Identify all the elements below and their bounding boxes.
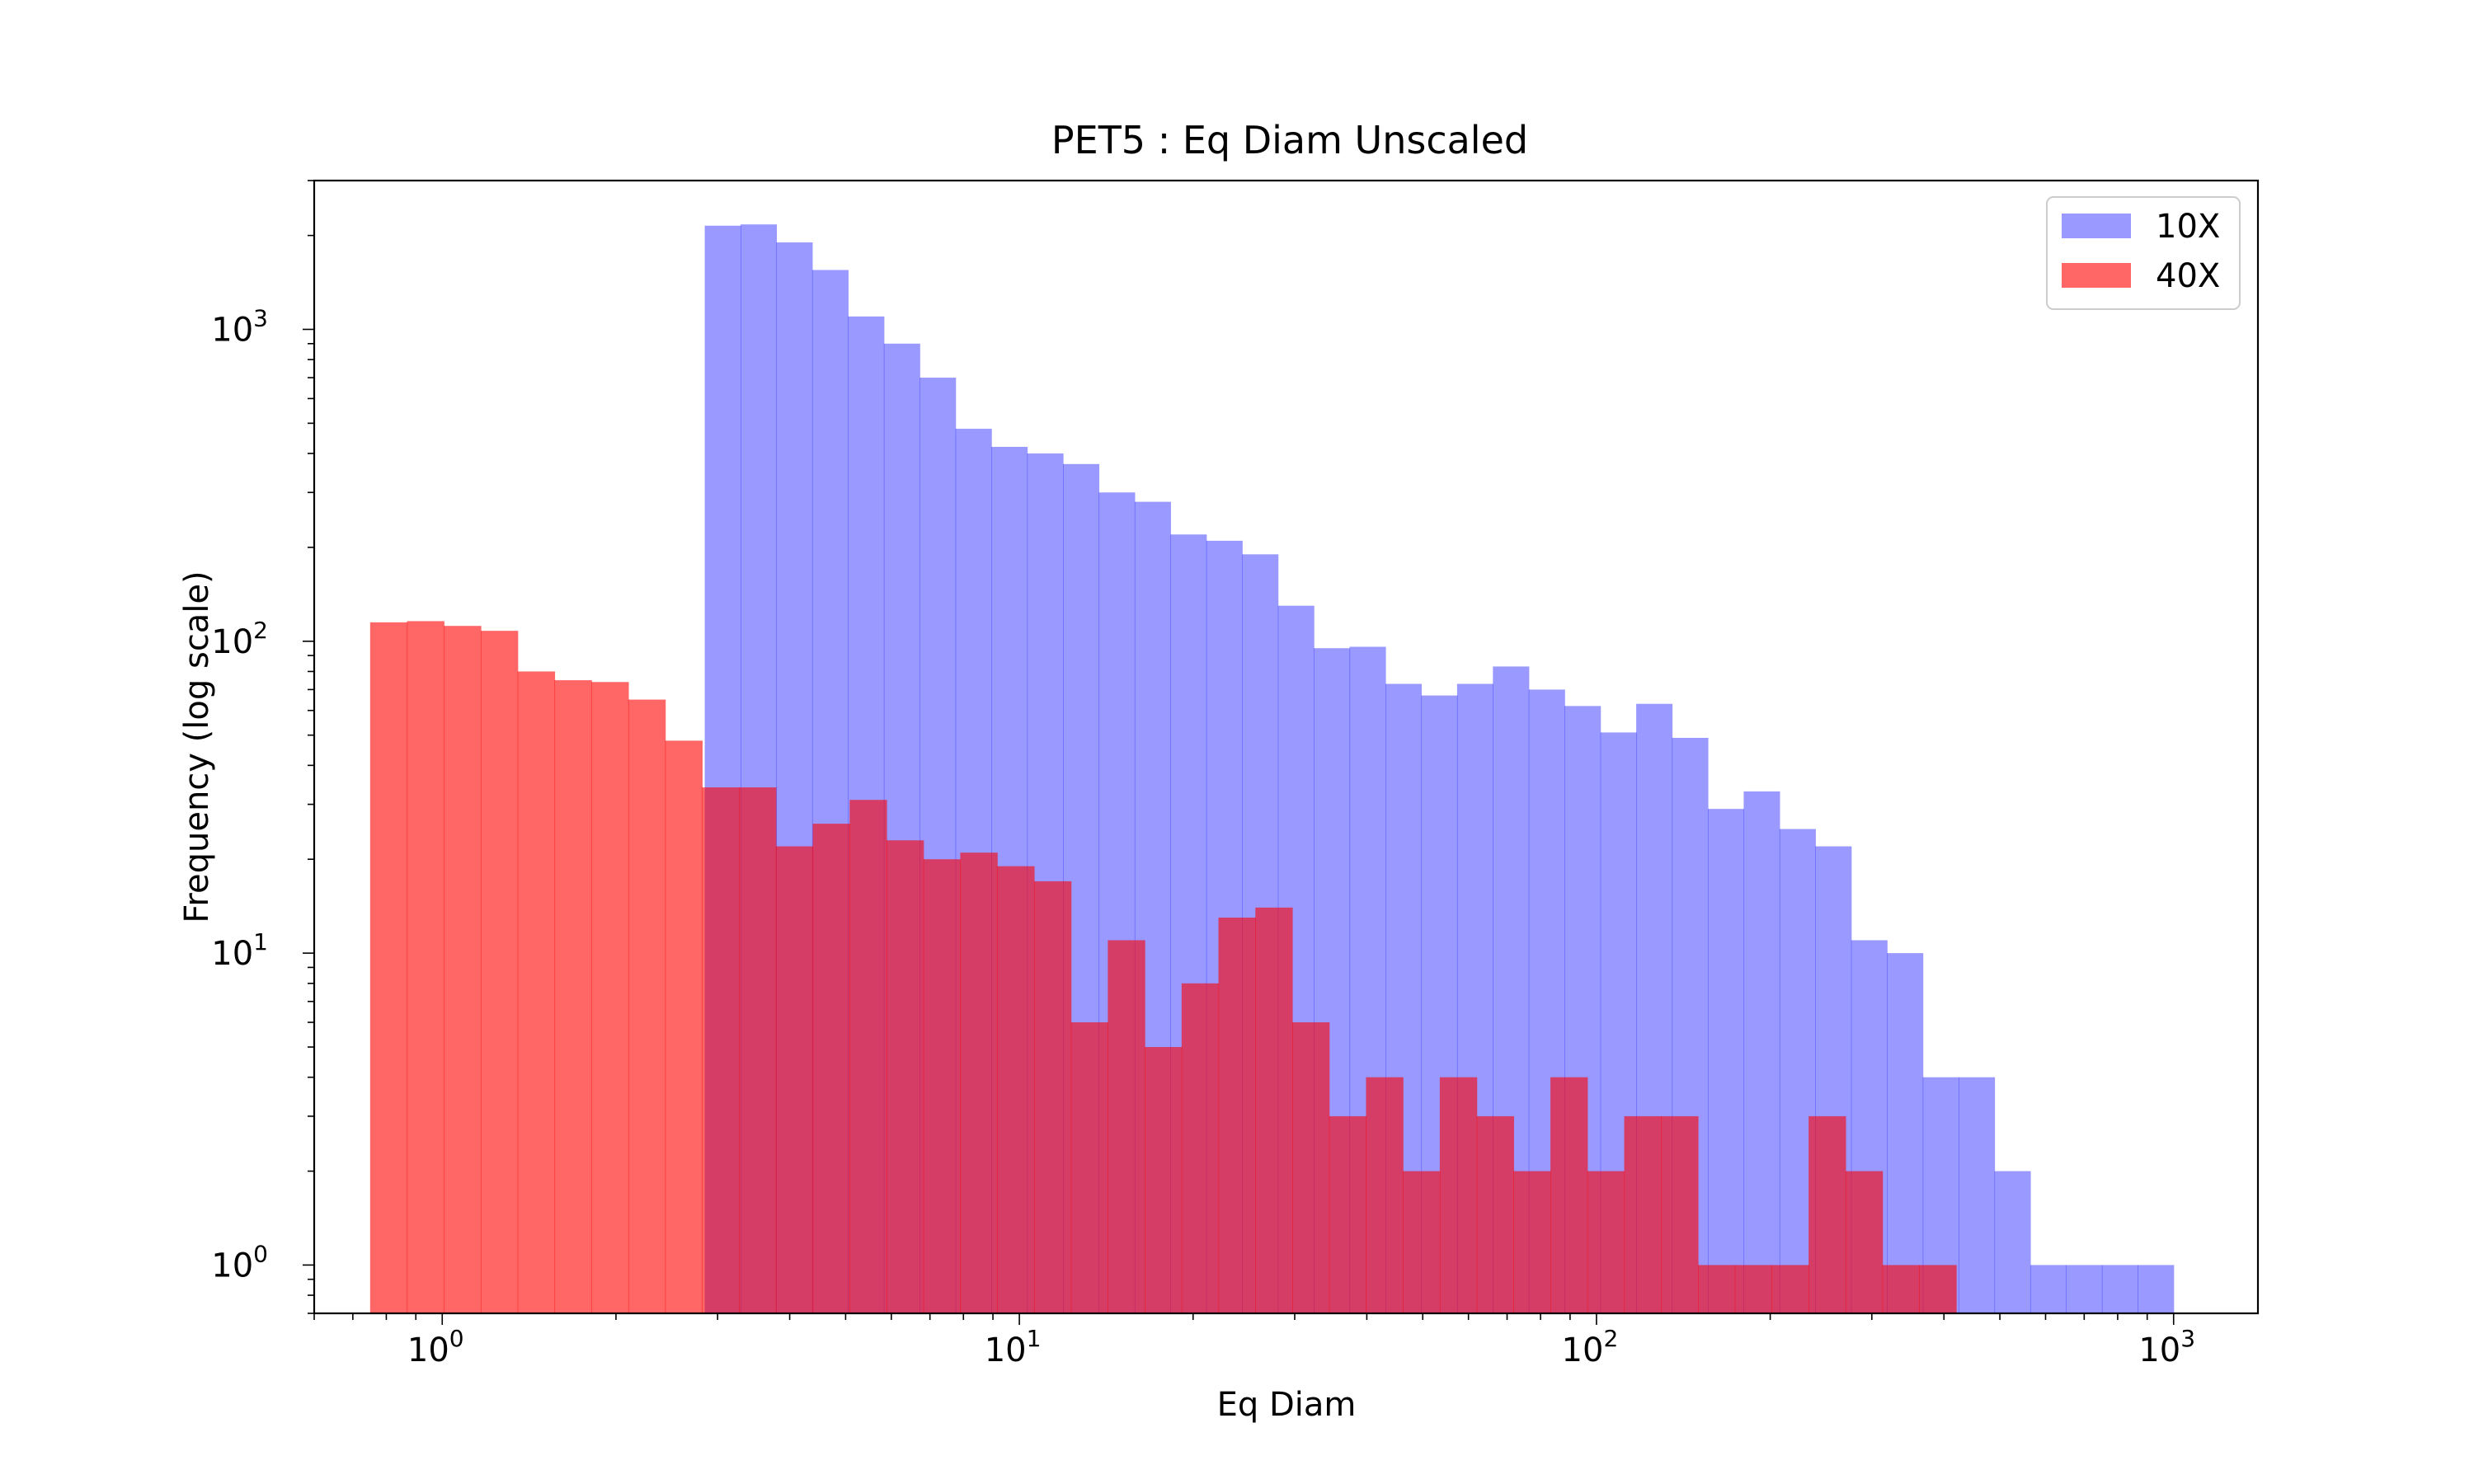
x-axis-ticks: 100 101 102 103: [313, 1313, 2195, 1369]
bar-40x-9: [702, 787, 740, 1313]
bar-10x-38: [2066, 1265, 2103, 1313]
bar-40x-10: [739, 787, 777, 1313]
y-axis-ticks: 100 101 102 103: [211, 180, 314, 1314]
bar-40x-8: [665, 740, 703, 1313]
bar-40x-25: [1291, 1022, 1330, 1313]
bar-40x-28: [1403, 1171, 1441, 1313]
bar-40x-12: [812, 824, 850, 1313]
chart-title: PET5 : Eq Diam Unscaled: [1051, 118, 1528, 162]
bar-40x-3: [481, 631, 519, 1313]
bar-40x-23: [1218, 917, 1256, 1313]
plot-area: [369, 224, 2175, 1314]
y-axis-label: Frequency (log scale): [178, 571, 216, 923]
bar-40x-33: [1587, 1171, 1625, 1313]
bar-10x-40: [2138, 1265, 2175, 1313]
bar-40x-7: [628, 699, 666, 1313]
bar-40x-19: [1070, 1022, 1108, 1313]
x-tick-label: 103: [2138, 1325, 2195, 1369]
bar-40x-5: [554, 680, 592, 1313]
y-tick-label: 102: [211, 617, 268, 661]
bar-40x-24: [1255, 907, 1293, 1313]
x-tick-label: 102: [1562, 1325, 1619, 1369]
bar-10x-37: [2030, 1265, 2067, 1313]
bar-40x-21: [1145, 1046, 1183, 1313]
bar-40x-11: [775, 846, 814, 1313]
bar-10x-36: [1994, 1171, 2031, 1313]
bar-40x-42: [1919, 1265, 1957, 1313]
bar-40x-15: [923, 859, 962, 1313]
legend-label-10x: 10X: [2156, 208, 2220, 246]
bar-40x-14: [887, 840, 924, 1313]
bar-40x-37: [1734, 1265, 1773, 1313]
bar-10x-35: [1959, 1077, 1996, 1313]
bar-40x-22: [1181, 983, 1220, 1313]
bar-40x-30: [1476, 1115, 1514, 1313]
bar-40x-26: [1329, 1115, 1367, 1313]
bar-40x-41: [1882, 1265, 1920, 1313]
y-tick-label: 103: [211, 304, 268, 349]
bar-40x-31: [1513, 1171, 1551, 1313]
x-tick-label: 101: [985, 1325, 1042, 1369]
legend-swatch-40x: [2062, 263, 2131, 288]
y-tick-label: 100: [211, 1240, 268, 1284]
bar-40x-40: [1845, 1171, 1884, 1313]
bar-40x-32: [1550, 1077, 1588, 1313]
bar-40x-36: [1697, 1265, 1736, 1313]
bar-40x-35: [1661, 1115, 1699, 1313]
legend-label-40x: 40X: [2156, 257, 2220, 295]
bar-10x-28: [1707, 809, 1745, 1313]
bar-40x-18: [1033, 881, 1072, 1313]
bar-10x-29: [1743, 791, 1780, 1313]
y-tick-label: 101: [211, 928, 268, 973]
bar-40x-39: [1808, 1115, 1846, 1313]
bar-40x-20: [1108, 940, 1145, 1313]
bar-40x-4: [517, 671, 556, 1313]
bar-40x-6: [591, 682, 629, 1313]
bar-40x-2: [444, 626, 482, 1313]
legend: 10X 40X: [2046, 196, 2241, 310]
bar-40x-34: [1624, 1115, 1662, 1313]
bar-40x-1: [407, 621, 444, 1313]
legend-swatch-10x: [2062, 214, 2131, 238]
bar-40x-29: [1439, 1077, 1478, 1313]
bar-40x-16: [960, 852, 998, 1313]
bar-10x-33: [1887, 953, 1924, 1313]
bar-40x-17: [997, 866, 1035, 1313]
bar-40x-38: [1771, 1265, 1809, 1313]
plot-frame: [313, 179, 2260, 1315]
bar-40x-13: [849, 800, 887, 1313]
bar-40x-0: [369, 622, 408, 1313]
x-tick-label: 100: [407, 1325, 464, 1369]
series-40x-bars: [369, 621, 1957, 1313]
bar-10x-39: [2101, 1265, 2138, 1313]
x-axis-label: Eq Diam: [1217, 1386, 1357, 1424]
bar-40x-27: [1366, 1077, 1404, 1313]
